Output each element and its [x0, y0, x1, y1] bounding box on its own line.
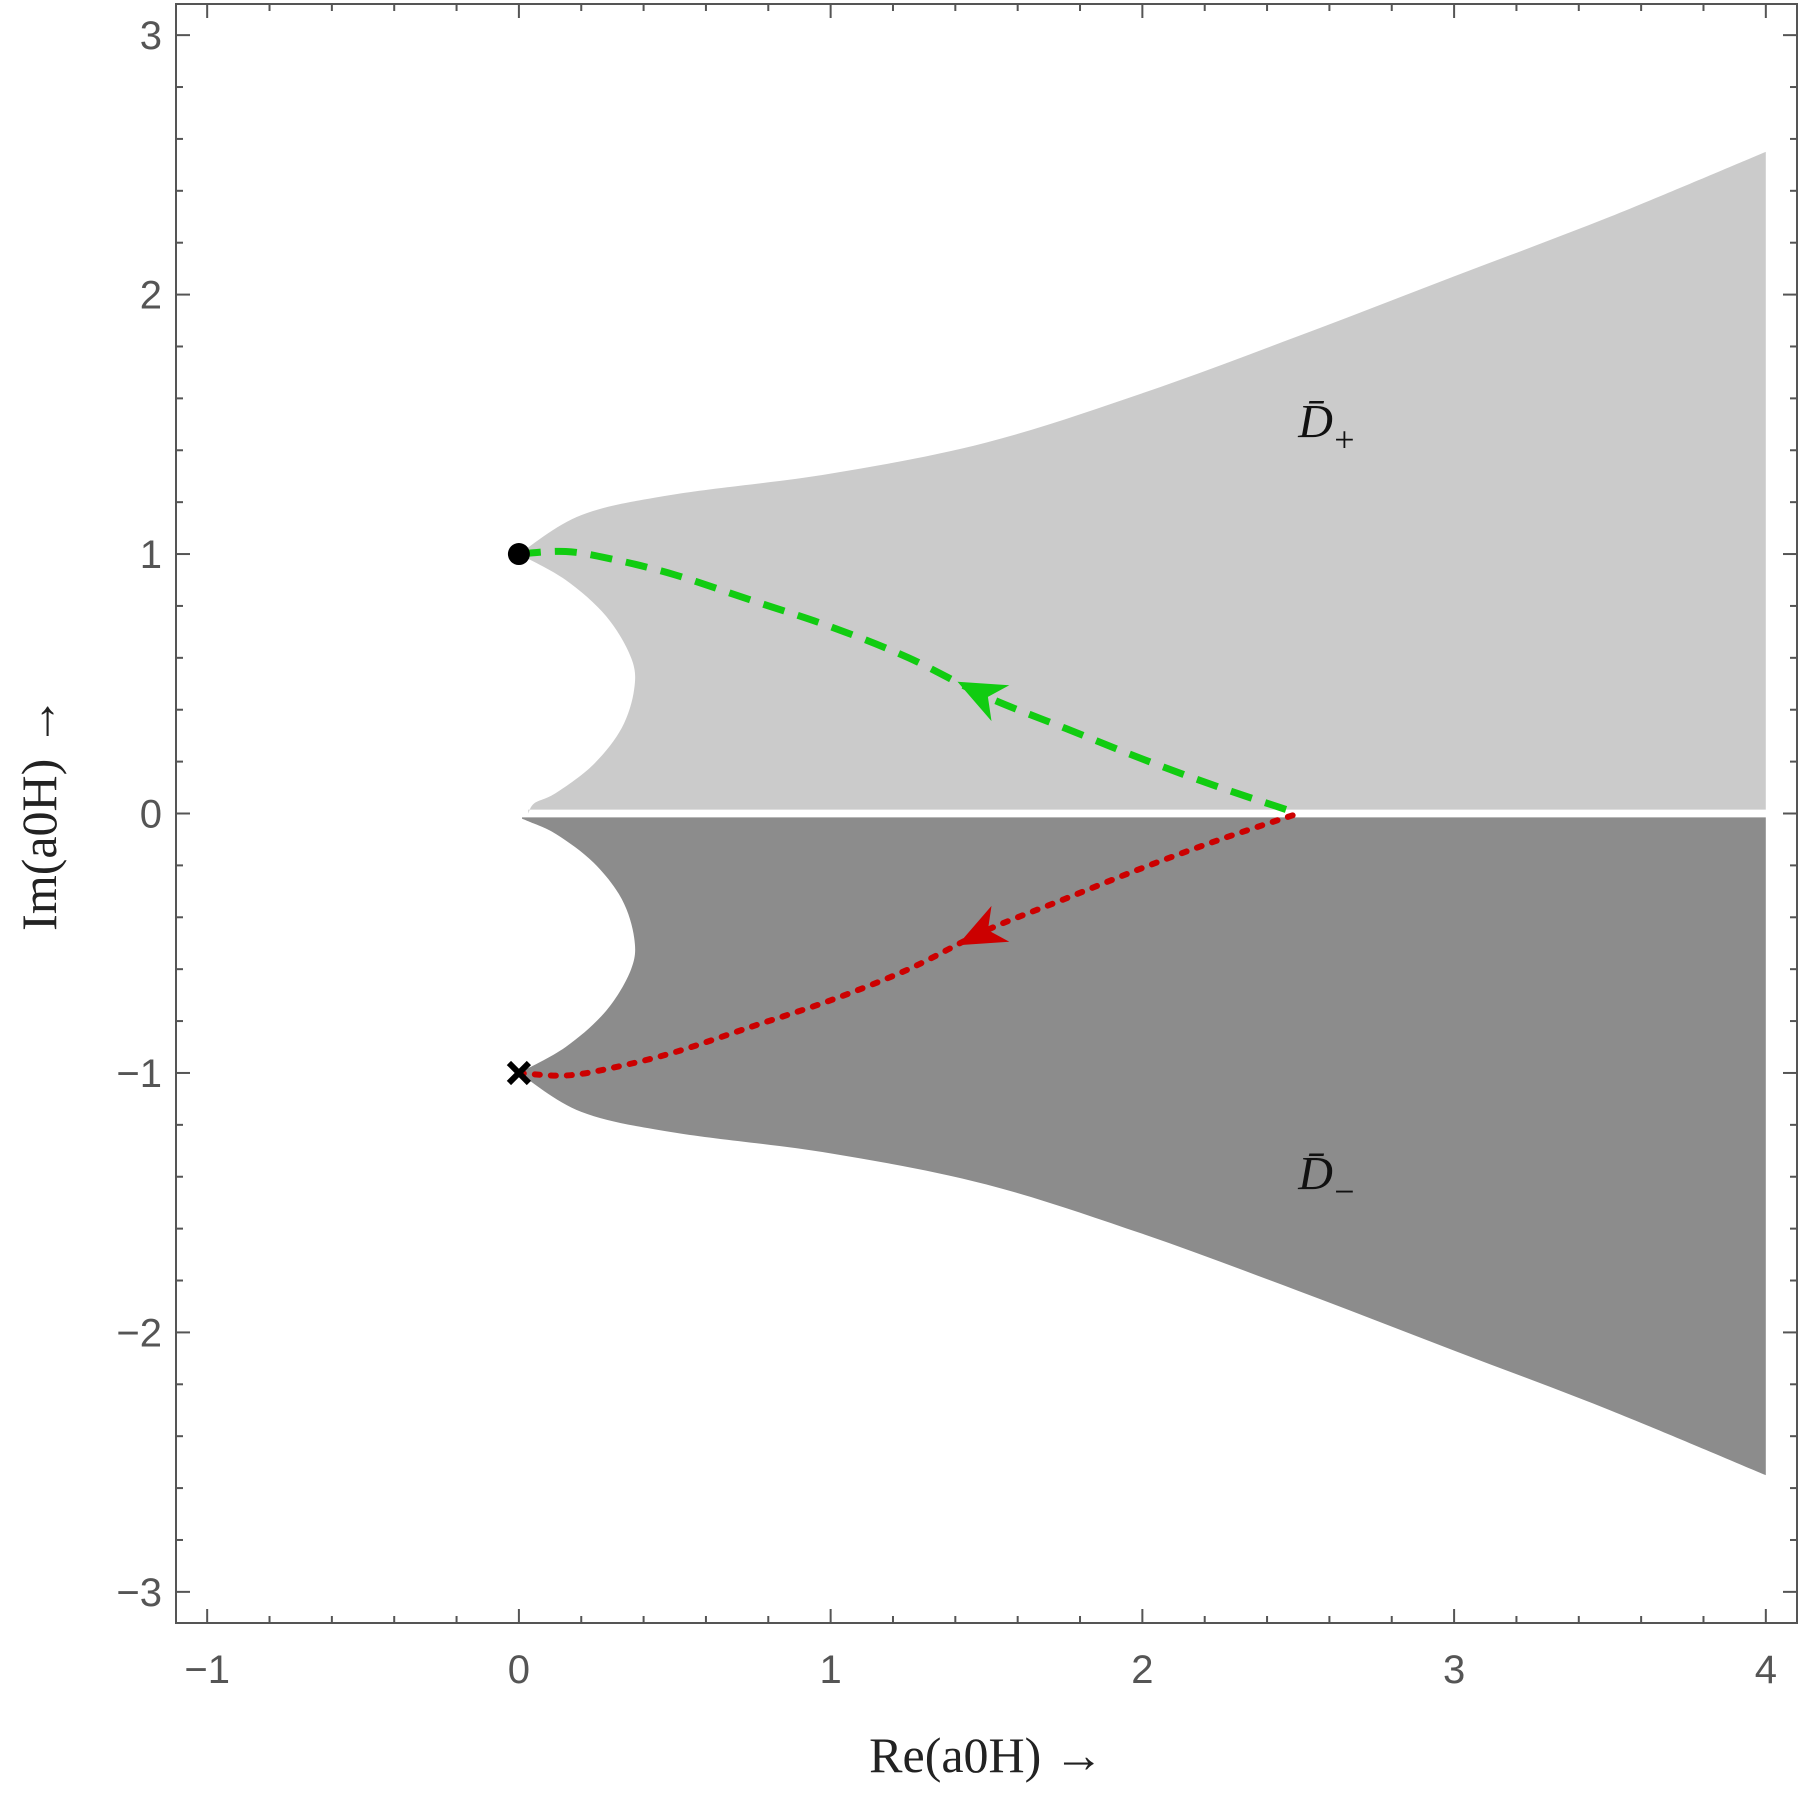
regions-layer: D̄ +D̄ −	[518, 151, 1766, 1476]
series-layer	[515, 547, 1302, 1079]
y-tick-label: 1	[140, 533, 162, 577]
region-label-base: D̄	[1297, 395, 1333, 448]
region-label-sub: +	[1334, 419, 1354, 459]
path-minus-arrow	[957, 905, 1010, 946]
y-tick-label: −2	[116, 1311, 162, 1355]
region-plus	[518, 151, 1766, 814]
region-label-base: D̄	[1297, 1148, 1333, 1201]
y-tick-label: −1	[116, 1052, 162, 1096]
end-point	[506, 1060, 532, 1086]
x-axis-label: Re(a0H) →	[869, 1727, 1104, 1783]
x-marker-stroke	[506, 1060, 532, 1086]
y-tick-label: 0	[140, 793, 162, 837]
x-tick-label: 2	[1131, 1648, 1153, 1692]
path-plus-arrow	[957, 681, 1010, 722]
region-label-sub: −	[1334, 1172, 1354, 1212]
region-plus-label: D̄ +	[1297, 395, 1354, 459]
y-tick-label: 2	[140, 274, 162, 318]
x-tick-label: 3	[1443, 1648, 1465, 1692]
x-tick-label: −1	[184, 1648, 230, 1692]
y-tick-label: 3	[140, 14, 162, 58]
x-tick-label: 4	[1755, 1648, 1777, 1692]
x-tick-label: 1	[820, 1648, 842, 1692]
region-minus-label: D̄ −	[1297, 1148, 1354, 1212]
x-tick-label: 0	[508, 1648, 530, 1692]
labels-layer: Re(a0H) → Im(a0H) →	[11, 696, 1104, 1783]
y-tick-label: −3	[116, 1571, 162, 1615]
ticks-layer: −1 0 1 2 3 4 −3 −2 −1 0 1 2 3	[116, 4, 1797, 1692]
markers-layer	[506, 543, 532, 1086]
start-point	[507, 543, 530, 566]
region-minus	[518, 817, 1766, 1476]
path-minus-line	[515, 810, 1302, 1079]
y-axis-label: Im(a0H) →	[11, 696, 67, 931]
